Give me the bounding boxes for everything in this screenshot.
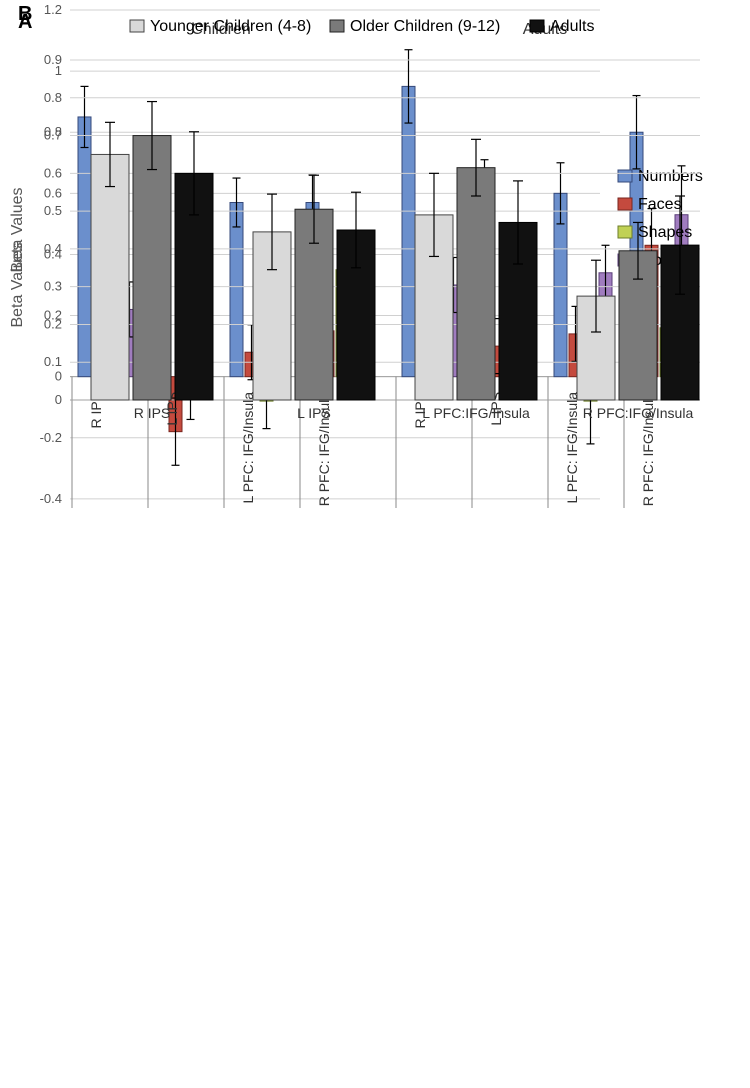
svg-text:0.9: 0.9 [44,52,62,67]
svg-text:B: B [18,3,32,25]
svg-text:R PFC:IFG/Insula: R PFC:IFG/Insula [583,405,694,421]
svg-text:0.4: 0.4 [44,241,62,256]
svg-text:Older Children (9-12): Older Children (9-12) [350,18,500,35]
svg-text:Beta Values: Beta Values [9,187,26,272]
svg-text:L IPS: L IPS [297,405,331,421]
svg-text:Adults: Adults [550,18,594,35]
svg-text:0.6: 0.6 [44,165,62,180]
svg-text:0.5: 0.5 [44,203,62,218]
svg-text:0.7: 0.7 [44,128,62,143]
panel-b: 0 0.1 0.2 0.3 0.4 0.5 0.6 0.7 0.8 0.9 Beta Values B… [0,0,750,440]
svg-text:0: 0 [55,392,62,407]
svg-text:0.3: 0.3 [44,279,62,294]
svg-text:Younger Children (4-8): Younger Children (4-8) [150,18,311,35]
svg-text:R IPS: R IPS [134,405,171,421]
svg-text:-0.4: -0.4 [40,491,62,506]
svg-text:0.1: 0.1 [44,354,62,369]
svg-text:0.8: 0.8 [44,90,62,105]
svg-text:0.2: 0.2 [44,316,62,331]
svg-text:L PFC:IFG/Insula: L PFC:IFG/Insula [422,405,530,421]
